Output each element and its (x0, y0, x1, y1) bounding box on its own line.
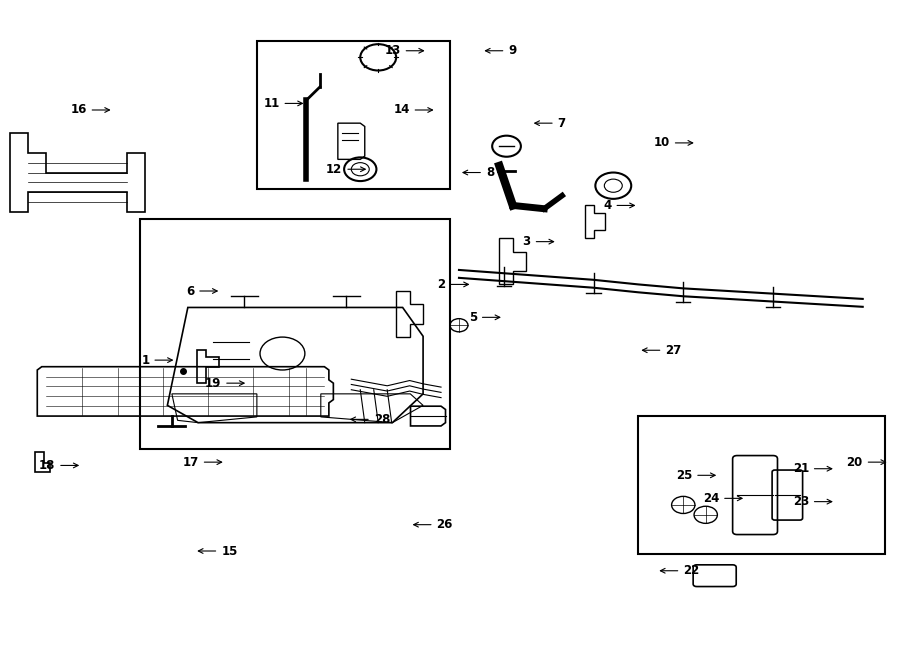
Text: 9: 9 (485, 44, 517, 58)
Bar (638, 416, 886, 555)
Text: 12: 12 (326, 163, 365, 176)
Text: 17: 17 (183, 455, 221, 469)
Text: 28: 28 (351, 413, 390, 426)
Text: 20: 20 (847, 455, 886, 469)
Text: 5: 5 (469, 311, 500, 324)
Text: 7: 7 (535, 116, 566, 130)
Text: 4: 4 (603, 199, 634, 212)
Text: 27: 27 (643, 344, 681, 357)
Text: 24: 24 (703, 492, 742, 505)
Text: 26: 26 (414, 518, 453, 531)
Text: 19: 19 (205, 377, 244, 389)
Bar (140, 219, 450, 449)
Text: 8: 8 (463, 166, 494, 179)
Text: 16: 16 (70, 104, 110, 116)
Text: 6: 6 (186, 284, 217, 297)
Text: 15: 15 (198, 545, 238, 557)
Bar (257, 41, 450, 189)
Text: 18: 18 (39, 459, 78, 472)
Text: 22: 22 (661, 564, 699, 577)
Text: 10: 10 (653, 136, 693, 149)
Text: 13: 13 (384, 44, 424, 58)
Text: 1: 1 (141, 354, 172, 367)
Text: 2: 2 (437, 278, 468, 291)
Text: 25: 25 (676, 469, 716, 482)
Text: 11: 11 (264, 97, 302, 110)
Text: 23: 23 (793, 495, 832, 508)
Text: 3: 3 (523, 235, 554, 248)
Text: 14: 14 (393, 104, 433, 116)
Text: 21: 21 (793, 462, 832, 475)
